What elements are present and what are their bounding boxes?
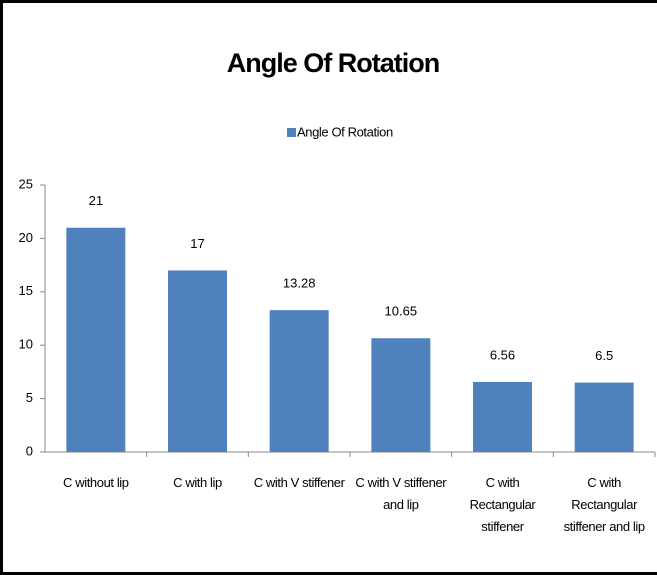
bar [371,338,431,452]
bar [473,381,532,452]
data-label: 6.56 [490,347,515,362]
chart-title: Angle Of Rotation [227,48,439,78]
bar [168,270,227,452]
x-tick-label: C with Rectangular stiffener [469,475,536,534]
data-label: 10.65 [385,304,418,319]
y-tick-label: 20 [19,230,33,245]
y-tick-label: 5 [26,390,33,405]
data-label: 21 [89,193,103,208]
bar [66,227,126,452]
legend-swatch [287,128,296,137]
x-tick-label: C with Rectangular stiffener and lip [563,475,646,534]
legend-label: Angle Of Rotation [297,124,393,139]
data-label: 13.28 [283,276,316,291]
bar [574,382,634,452]
x-tick-label: C without lip [63,475,129,490]
y-tick-label: 0 [26,443,33,458]
y-tick-label: 15 [19,283,33,298]
bar [269,310,329,452]
x-tick-label: C with lip [173,475,222,490]
data-label: 17 [190,236,204,251]
x-tick-label: C with V stiffener and lip [355,475,447,512]
y-tick-label: 10 [19,337,33,352]
chart: Angle Of Rotation Angle Of Rotation 0 5 10… [19,48,656,458]
y-tick-label: 25 [19,176,33,191]
x-tick-label: C with V stiffener [253,475,345,490]
data-label: 6.5 [595,348,613,363]
